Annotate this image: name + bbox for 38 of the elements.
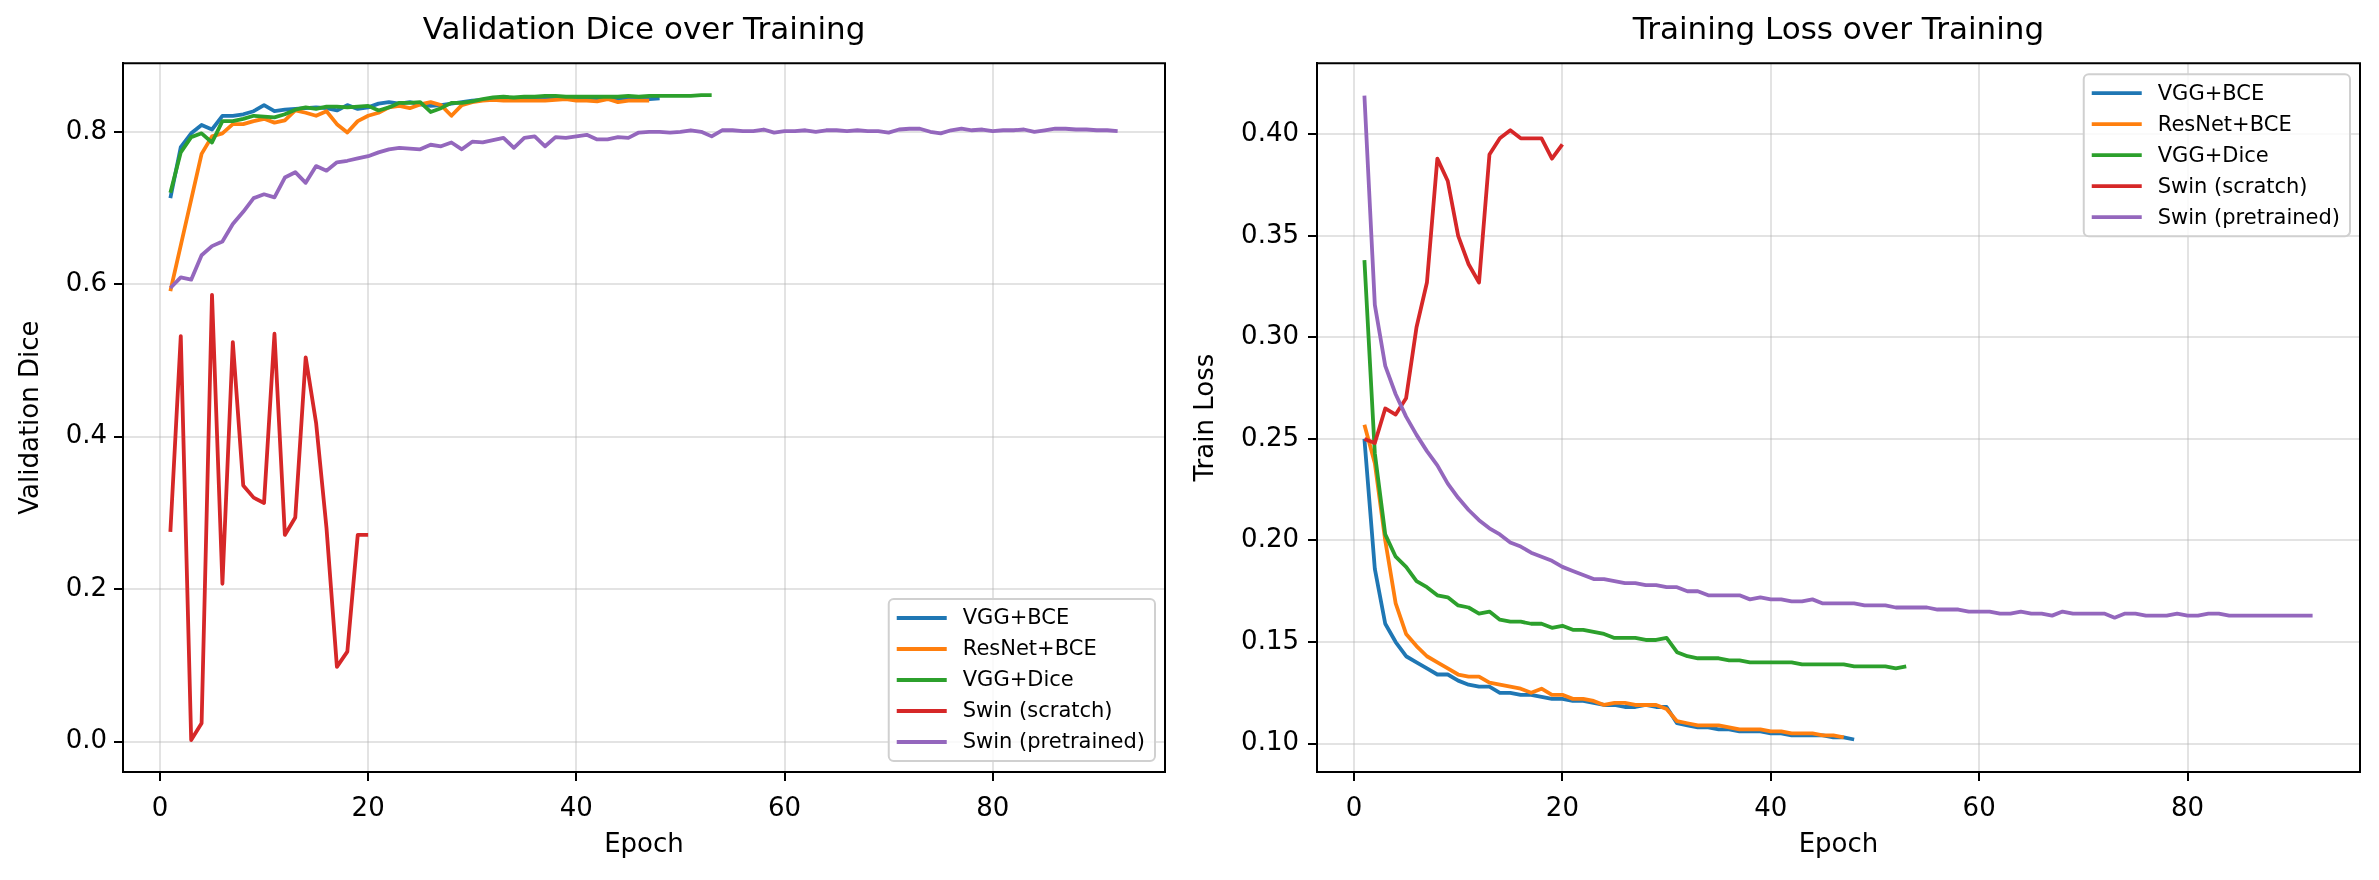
x-tick-label: 20	[1545, 792, 1579, 823]
x-tick-label: 0	[1345, 792, 1363, 823]
x-axis-title: Epoch	[1798, 828, 1879, 859]
y-axis-title: Validation Dice	[14, 320, 45, 515]
legend-label: ResNet+BCE	[962, 636, 1097, 661]
x-tick-label: 60	[1962, 792, 1996, 823]
x-tick-label: 40	[559, 792, 593, 823]
x-tick-label: 40	[1754, 792, 1788, 823]
y-tick-label: 0.0	[65, 724, 107, 755]
y-tick-label: 0.35	[1241, 218, 1299, 249]
legend-label: VGG+BCE	[2157, 80, 2265, 105]
legend-label: Swin (scratch)	[2157, 173, 2308, 198]
legend-label: Swin (pretrained)	[2157, 204, 2340, 229]
x-tick-label: 20	[351, 792, 385, 823]
legend-label: VGG+Dice	[2157, 142, 2269, 167]
legend-label: Swin (pretrained)	[962, 729, 1145, 754]
y-tick-label: 0.4	[65, 419, 107, 450]
chart-title: Validation Dice over Training	[422, 9, 866, 46]
x-tick-label: 80	[2171, 792, 2205, 823]
y-tick-label: 0.15	[1241, 624, 1299, 655]
legend-label: VGG+BCE	[962, 605, 1070, 630]
y-tick-label: 0.40	[1241, 117, 1299, 148]
x-tick-label: 0	[151, 792, 169, 823]
chart-title: Training Loss over Training	[1631, 9, 2045, 46]
x-axis-title: Epoch	[604, 828, 684, 859]
y-tick-label: 0.6	[65, 266, 107, 297]
y-tick-label: 0.20	[1241, 523, 1299, 554]
x-tick-label: 80	[976, 792, 1010, 823]
y-tick-label: 0.30	[1241, 320, 1299, 351]
legend-label: ResNet+BCE	[2157, 111, 2292, 136]
y-tick-label: 0.25	[1241, 421, 1299, 452]
legend-label: VGG+Dice	[962, 667, 1074, 692]
y-tick-label: 0.10	[1241, 726, 1299, 757]
y-tick-label: 0.2	[65, 571, 107, 602]
y-tick-label: 0.8	[65, 114, 107, 145]
y-axis-title: Train Loss	[1189, 353, 1220, 483]
legend-label: Swin (scratch)	[962, 698, 1113, 723]
x-tick-label: 60	[767, 792, 802, 823]
